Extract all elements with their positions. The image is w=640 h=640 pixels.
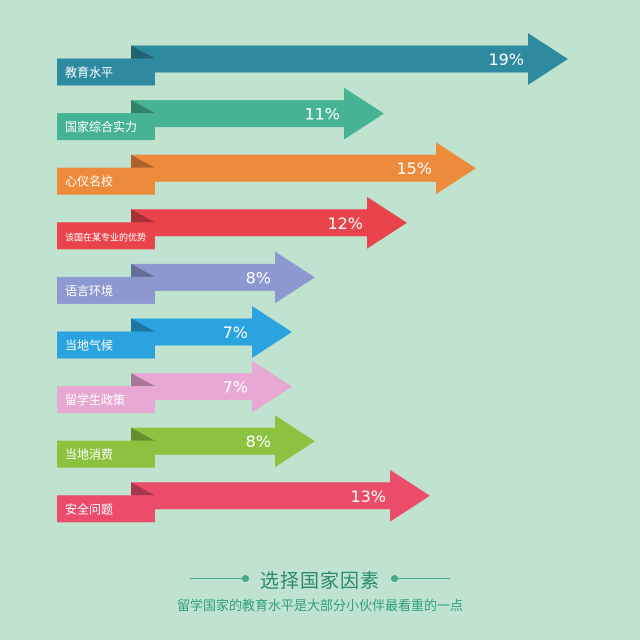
bar-fold xyxy=(131,100,155,114)
category-label: 教育水平 xyxy=(65,65,113,80)
category-tab xyxy=(57,495,155,523)
value-label: 13% xyxy=(350,487,386,506)
value-label: 8% xyxy=(246,432,271,451)
bar-fold xyxy=(131,45,155,59)
value-label: 19% xyxy=(488,50,524,69)
bar-row: 该国在某专业的优势 12% xyxy=(57,196,407,250)
category-tab xyxy=(57,331,155,359)
bar-fold xyxy=(131,318,155,332)
bar-row: 安全问题 13% xyxy=(57,469,430,523)
value-label: 15% xyxy=(396,159,432,178)
value-label: 7% xyxy=(223,378,248,397)
footer-line-right xyxy=(398,578,450,579)
bar-row: 当地消费 8% xyxy=(57,415,315,468)
bar xyxy=(131,306,292,358)
category-label: 留学生政策 xyxy=(65,392,125,407)
bar xyxy=(131,142,476,195)
bar xyxy=(131,33,568,85)
bar-row: 留学生政策 7% xyxy=(57,360,292,414)
bar xyxy=(131,87,384,140)
category-label: 心仪名校 xyxy=(65,174,113,189)
category-tab xyxy=(57,386,155,414)
bar-row: 心仪名校 15% xyxy=(57,142,476,195)
category-tab xyxy=(57,113,155,141)
bar-fold xyxy=(131,427,155,441)
category-label: 该国在某专业的优势 xyxy=(65,231,146,243)
chart-subtitle: 留学国家的教育水平是大部分小伙伴最看重的一点 xyxy=(176,599,463,614)
value-label: 7% xyxy=(223,323,248,342)
bar xyxy=(131,360,292,413)
category-tab xyxy=(57,222,155,250)
category-tab xyxy=(57,58,155,86)
category-label: 当地气候 xyxy=(65,338,113,353)
bar-fold xyxy=(131,263,155,277)
category-label: 语言环境 xyxy=(65,283,113,298)
category-label: 当地消费 xyxy=(65,448,113,462)
footer-dot-left xyxy=(242,575,249,582)
bar-row: 国家综合实力 11% xyxy=(57,87,384,141)
bar-fold xyxy=(131,373,155,387)
bar xyxy=(131,251,315,304)
bar-row: 教育水平 19% xyxy=(57,33,568,86)
footer-dot-right xyxy=(391,575,398,582)
bar-fold xyxy=(131,154,155,168)
bar xyxy=(131,196,407,249)
bar-row: 语言环境 8% xyxy=(57,251,315,304)
category-tab xyxy=(57,276,155,304)
bar-fold xyxy=(131,209,155,223)
bar xyxy=(131,415,315,468)
category-label: 国家综合实力 xyxy=(65,119,137,134)
chart-title: 选择国家因素 xyxy=(259,570,380,592)
category-tab xyxy=(57,167,155,195)
bar-row: 当地气候 7% xyxy=(57,306,292,359)
category-tab xyxy=(57,440,155,468)
value-label: 11% xyxy=(304,105,340,124)
bar-fold xyxy=(131,482,155,496)
bar xyxy=(131,469,430,522)
footer-line-left xyxy=(190,578,242,579)
arrow-bar-chart: 教育水平 19% 国家综合实力 11% 心仪名校 15% 该国在某专业的优势 12% 语言环境 8… xyxy=(57,33,568,523)
value-label: 8% xyxy=(246,268,271,287)
category-label: 安全问题 xyxy=(65,501,113,516)
value-label: 12% xyxy=(327,214,363,233)
